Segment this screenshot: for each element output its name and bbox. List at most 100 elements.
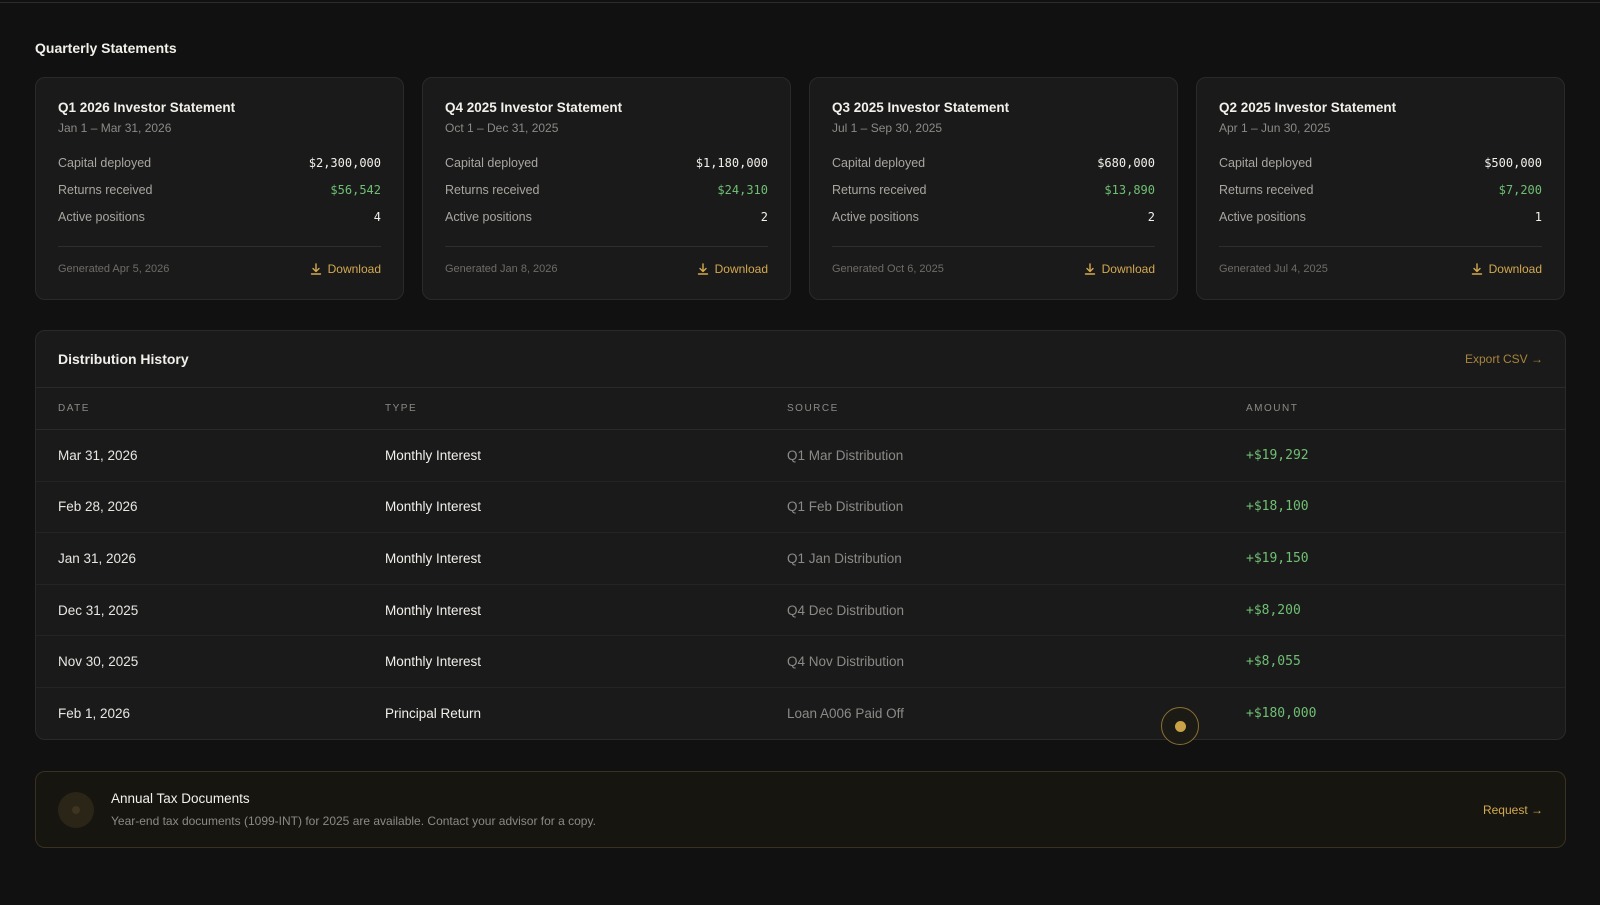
metric-capital: Capital deployed $680,000 (832, 149, 1155, 176)
cell-source: Q1 Mar Distribution (787, 447, 904, 463)
cell-amount: +$19,292 (1246, 447, 1309, 463)
metric-label: Active positions (58, 209, 145, 224)
cell-date: Dec 31, 2025 (58, 602, 139, 618)
statement-title: Q4 2025 Investor Statement (445, 100, 623, 115)
statement-period: Oct 1 – Dec 31, 2025 (445, 121, 559, 135)
generated-date: Generated Jul 4, 2025 (1219, 263, 1328, 275)
metric-returns: Returns received $56,542 (58, 176, 381, 203)
table-row[interactable]: Feb 1, 2026 Principal Return Loan A006 P… (36, 688, 1565, 739)
metric-value: $1,180,000 (695, 155, 768, 170)
cell-type: Monthly Interest (385, 499, 482, 515)
download-label: Download (1488, 262, 1542, 276)
cell-type: Monthly Interest (385, 550, 482, 566)
tax-title: Annual Tax Documents (111, 791, 250, 806)
metric-value: $13,890 (1104, 182, 1155, 197)
cell-source: Q4 Dec Distribution (787, 602, 905, 618)
cell-date: Mar 31, 2026 (58, 447, 138, 463)
download-button[interactable]: Download (1471, 262, 1542, 276)
statement-title: Q3 2025 Investor Statement (832, 100, 1010, 115)
metric-value: $680,000 (1097, 155, 1155, 170)
distribution-history-panel: Distribution History Export CSV → DATE T… (35, 330, 1566, 740)
cell-type: Principal Return (385, 706, 482, 722)
cell-amount: +$180,000 (1246, 706, 1317, 722)
download-label: Download (1101, 262, 1155, 276)
section-title-statements: Quarterly Statements (35, 40, 177, 56)
metric-value: 4 (373, 209, 381, 224)
download-label: Download (327, 262, 381, 276)
metric-label: Active positions (832, 209, 919, 224)
card-footer: Generated Jul 4, 2025 Download (1219, 246, 1542, 276)
request-link[interactable]: Request → (1482, 802, 1543, 817)
metric-value: $24,310 (717, 182, 768, 197)
statement-card: Q4 2025 Investor Statement Oct 1 – Dec 3… (422, 77, 791, 300)
document-icon (58, 791, 94, 828)
cell-type: Monthly Interest (385, 654, 482, 670)
table-row[interactable]: Nov 30, 2025 Monthly Interest Q4 Nov Dis… (36, 636, 1565, 688)
table-row[interactable]: Dec 31, 2025 Monthly Interest Q4 Dec Dis… (36, 585, 1565, 637)
cursor-indicator (1161, 707, 1199, 745)
cell-date: Feb 28, 2026 (58, 499, 138, 515)
metric-value: $2,300,000 (308, 155, 381, 170)
download-button[interactable]: Download (697, 262, 768, 276)
tax-description: Year-end tax documents (1099-INT) for 20… (111, 814, 596, 828)
metric-label: Returns received (445, 182, 540, 197)
metric-label: Capital deployed (58, 155, 152, 170)
card-footer: Generated Oct 6, 2025 Download (832, 246, 1155, 276)
metric-value: 1 (1534, 209, 1542, 224)
history-title: Distribution History (58, 351, 189, 367)
download-label: Download (714, 262, 768, 276)
generated-date: Generated Jan 8, 2026 (445, 263, 558, 275)
column-header-source[interactable]: SOURCE (787, 403, 839, 414)
cell-type: Monthly Interest (385, 602, 482, 618)
download-button[interactable]: Download (1084, 262, 1155, 276)
table-row[interactable]: Jan 31, 2026 Monthly Interest Q1 Jan Dis… (36, 533, 1565, 585)
metric-value: 2 (760, 209, 768, 224)
metric-returns: Returns received $13,890 (832, 176, 1155, 203)
download-icon (1471, 263, 1482, 275)
statement-title: Q1 2026 Investor Statement (58, 100, 236, 115)
table-row[interactable]: Feb 28, 2026 Monthly Interest Q1 Feb Dis… (36, 482, 1565, 534)
statement-card: Q1 2026 Investor Statement Jan 1 – Mar 3… (35, 77, 404, 300)
metric-label: Returns received (832, 182, 927, 197)
cell-source: Q1 Feb Distribution (787, 499, 904, 515)
metric-label: Returns received (58, 182, 153, 197)
generated-date: Generated Oct 6, 2025 (832, 263, 944, 275)
card-footer: Generated Jan 8, 2026 Download (445, 246, 768, 276)
metric-returns: Returns received $7,200 (1219, 176, 1542, 203)
metric-label: Capital deployed (832, 155, 926, 170)
statement-period: Jul 1 – Sep 30, 2025 (832, 121, 943, 135)
column-header-type[interactable]: TYPE (385, 403, 418, 414)
table-header: DATE TYPE SOURCE AMOUNT (36, 388, 1565, 430)
card-footer: Generated Apr 5, 2026 Download (58, 246, 381, 276)
metric-label: Capital deployed (445, 155, 539, 170)
metric-positions: Active positions 1 (1219, 203, 1542, 230)
cell-date: Feb 1, 2026 (58, 706, 131, 722)
column-header-amount[interactable]: AMOUNT (1246, 403, 1299, 414)
download-icon (310, 263, 321, 275)
table-row[interactable]: Mar 31, 2026 Monthly Interest Q1 Mar Dis… (36, 430, 1565, 482)
metric-value: 2 (1147, 209, 1155, 224)
download-button[interactable]: Download (310, 262, 381, 276)
metric-value: $56,542 (330, 182, 381, 197)
cell-amount: +$8,055 (1246, 654, 1301, 670)
column-header-date[interactable]: DATE (58, 403, 90, 414)
metric-capital: Capital deployed $2,300,000 (58, 149, 381, 176)
cell-amount: +$19,150 (1246, 550, 1309, 566)
metric-positions: Active positions 2 (832, 203, 1155, 230)
metric-capital: Capital deployed $1,180,000 (445, 149, 768, 176)
download-icon (1084, 263, 1095, 275)
metric-positions: Active positions 4 (58, 203, 381, 230)
cursor-dot-icon (1174, 720, 1186, 732)
statement-period: Jan 1 – Mar 31, 2026 (58, 121, 172, 135)
metric-value: $7,200 (1498, 182, 1542, 197)
metric-label: Returns received (1219, 182, 1314, 197)
statement-card: Q3 2025 Investor Statement Jul 1 – Sep 3… (809, 77, 1178, 300)
metric-positions: Active positions 2 (445, 203, 768, 230)
metric-label: Active positions (1219, 209, 1306, 224)
statement-cards: Q1 2026 Investor Statement Jan 1 – Mar 3… (35, 77, 1565, 300)
tax-documents-banner: Annual Tax Documents Year-end tax docume… (35, 771, 1566, 848)
export-csv-link[interactable]: Export CSV → (1464, 352, 1543, 366)
generated-date: Generated Apr 5, 2026 (58, 263, 170, 275)
metric-label: Capital deployed (1219, 155, 1313, 170)
metric-value: $500,000 (1484, 155, 1542, 170)
